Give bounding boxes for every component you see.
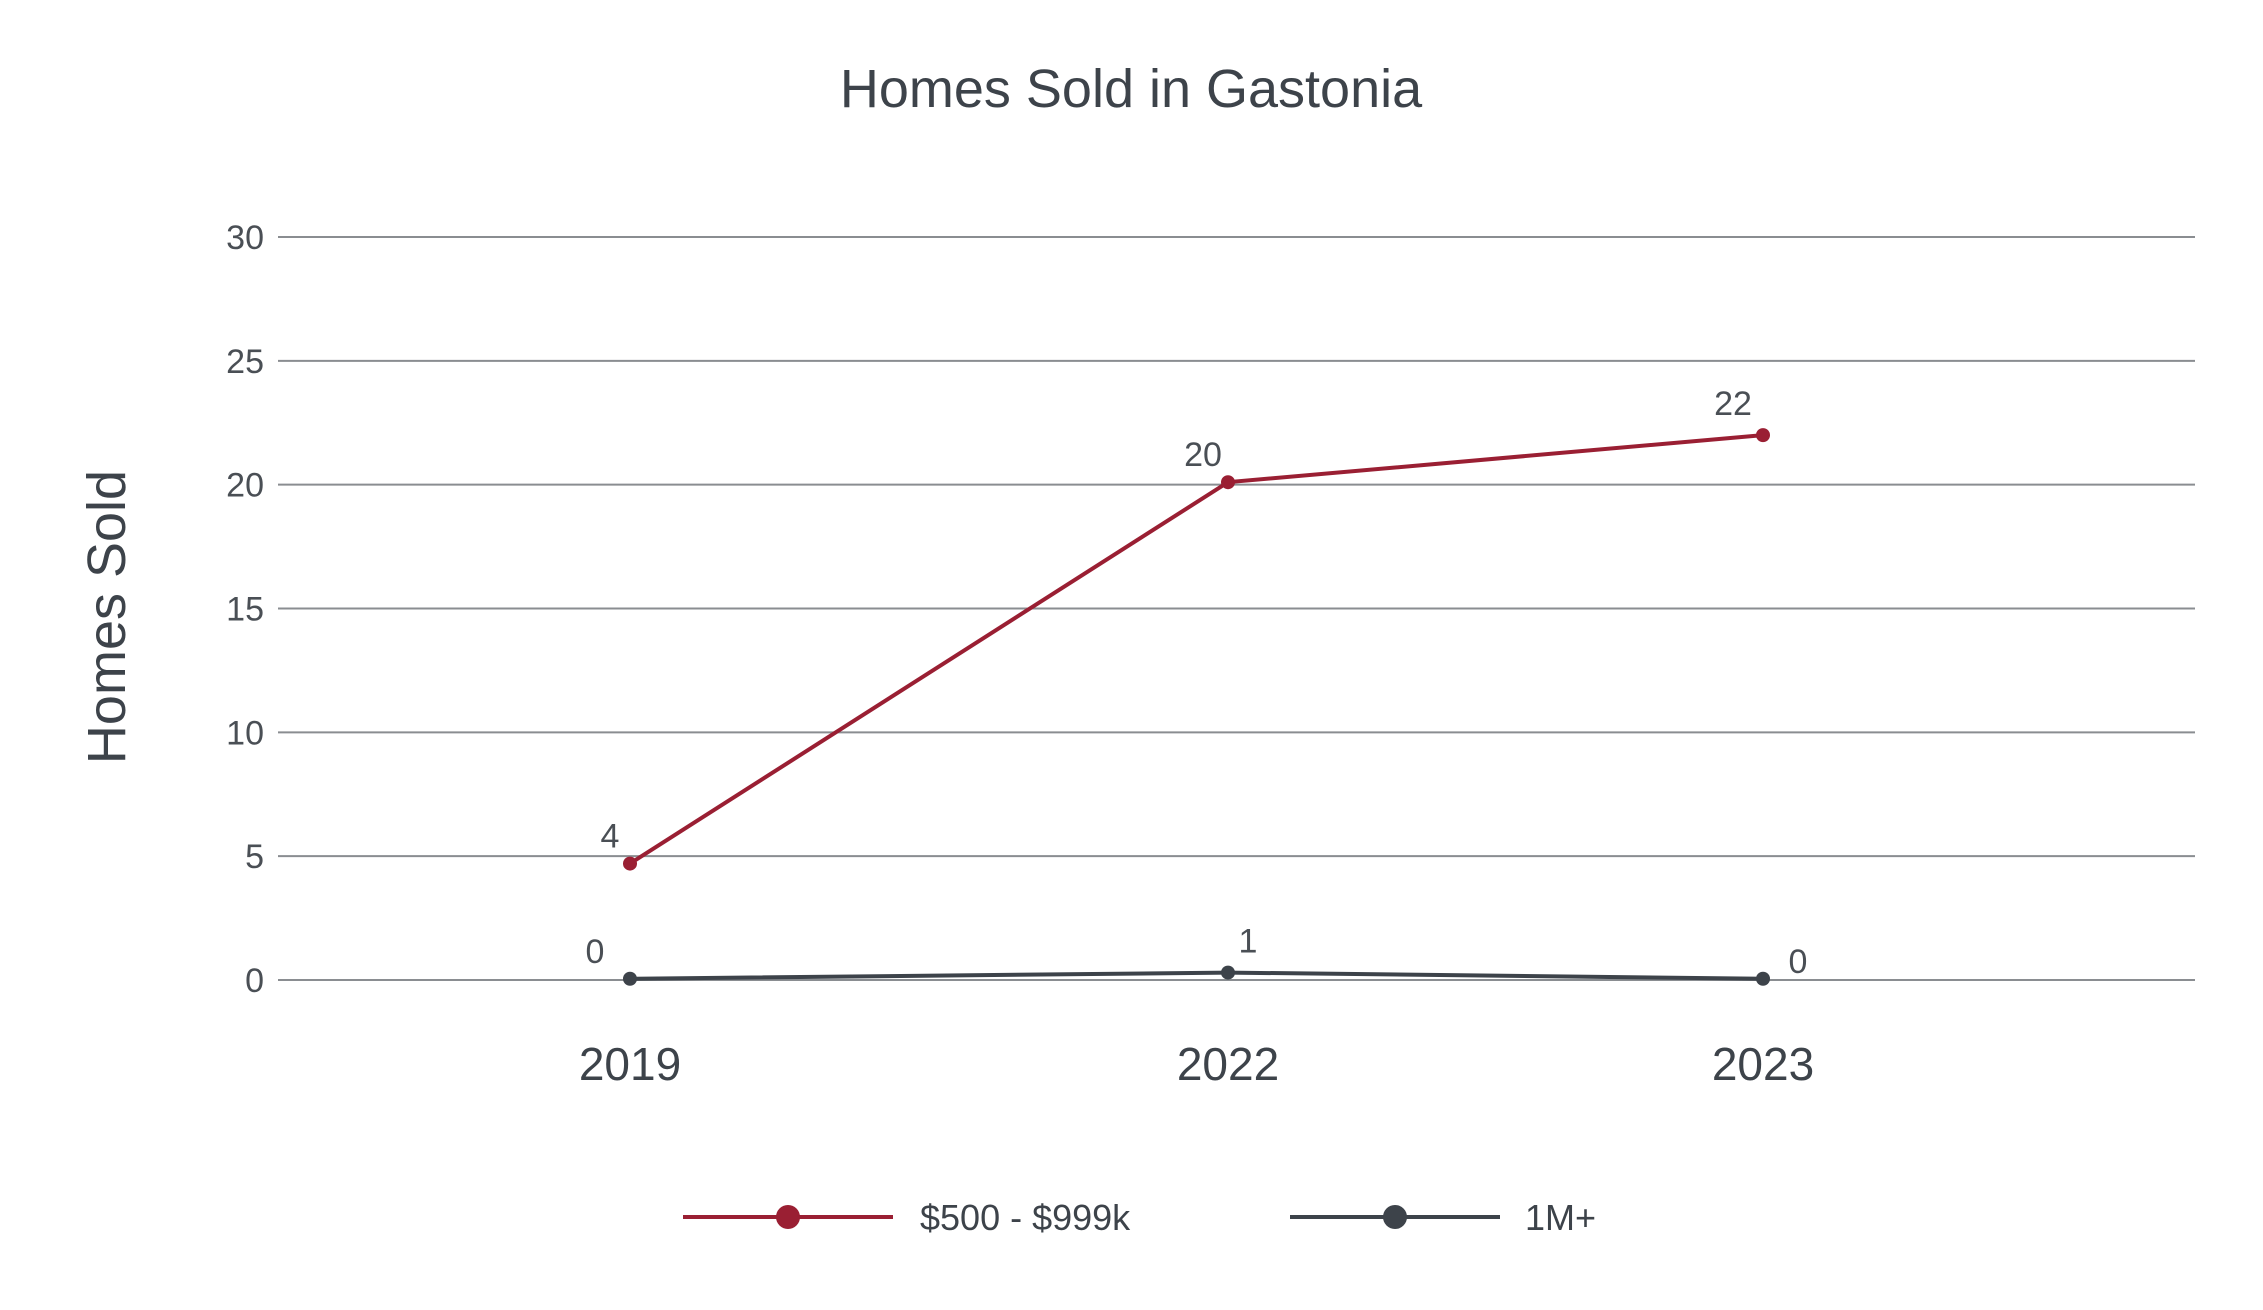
data-label: 22 xyxy=(1714,385,1752,423)
data-point xyxy=(623,856,637,871)
x-axis-ticks: 2019 2022 2023 xyxy=(579,1038,1814,1090)
data-label: 4 xyxy=(601,818,620,856)
legend-swatch-dot xyxy=(1383,1205,1407,1229)
x-tick-label: 2023 xyxy=(1712,1038,1814,1090)
data-point xyxy=(1756,971,1770,986)
data-point xyxy=(623,971,637,986)
legend-label: $500 - $999k xyxy=(920,1197,1131,1238)
y-tick-label: 0 xyxy=(245,962,264,1000)
data-point xyxy=(1756,428,1770,443)
data-labels: 4 20 22 0 1 0 xyxy=(586,385,1808,981)
data-point xyxy=(1221,965,1235,980)
x-tick-label: 2019 xyxy=(579,1038,681,1090)
y-tick-label: 30 xyxy=(226,219,264,257)
y-axis-ticks: 0 5 10 15 20 25 30 xyxy=(226,219,264,1000)
data-label: 1 xyxy=(1239,923,1258,961)
y-tick-label: 5 xyxy=(245,838,264,876)
y-axis-label: Homes Sold xyxy=(77,470,137,764)
data-point xyxy=(1221,475,1235,490)
legend-label: 1M+ xyxy=(1525,1197,1596,1238)
chart-title: Homes Sold in Gastonia xyxy=(840,59,1423,119)
legend-swatch-dot xyxy=(776,1205,800,1229)
data-label: 0 xyxy=(586,933,605,971)
y-tick-label: 20 xyxy=(226,467,264,505)
data-label: 0 xyxy=(1789,943,1808,981)
y-tick-label: 25 xyxy=(226,343,264,381)
series-lines xyxy=(623,428,1770,986)
series-line xyxy=(628,433,1764,866)
gridlines xyxy=(278,236,2195,981)
series-line xyxy=(629,970,1764,981)
y-tick-label: 15 xyxy=(226,591,264,629)
legend: $500 - $999k 1M+ xyxy=(683,1197,1596,1238)
data-label: 20 xyxy=(1184,436,1222,474)
x-tick-label: 2022 xyxy=(1177,1038,1279,1090)
y-tick-label: 10 xyxy=(226,714,264,752)
